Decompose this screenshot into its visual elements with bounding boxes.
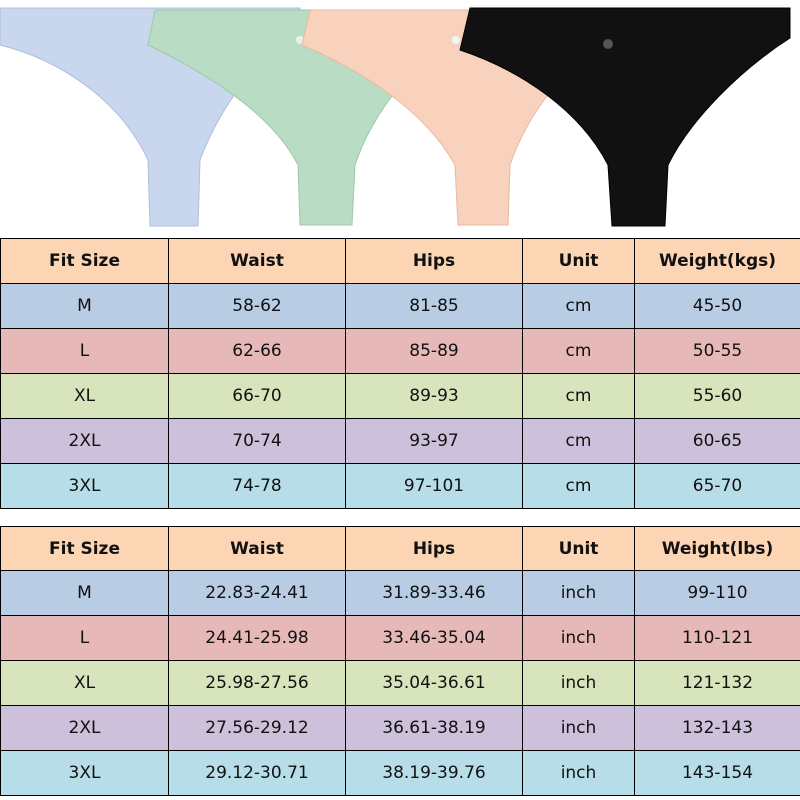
cell-weight: 60-65: [634, 418, 800, 464]
cell-unit: cm: [522, 463, 635, 509]
header-fit-size: Fit Size: [0, 238, 169, 284]
cell-weight: 50-55: [634, 328, 800, 374]
cell-hips: 35.04-36.61: [345, 660, 523, 706]
cell-weight: 65-70: [634, 463, 800, 509]
cell-fit-size: 2XL: [0, 418, 169, 464]
header-waist: Waist: [168, 526, 346, 571]
cell-fit-size: L: [0, 328, 169, 374]
cell-unit: cm: [522, 418, 635, 464]
header-weight: Weight(lbs): [634, 526, 800, 571]
cell-hips: 93-97: [345, 418, 523, 464]
size-table-imperial: Fit Size Waist Hips Unit Weight(lbs) M 22…: [0, 526, 800, 796]
cell-waist: 70-74: [168, 418, 346, 464]
table-row: XL 66-70 89-93 cm 55-60: [0, 373, 800, 419]
cell-unit: cm: [522, 283, 635, 329]
cell-weight: 99-110: [634, 570, 800, 616]
bow-icon: [603, 39, 613, 49]
cell-hips: 81-85: [345, 283, 523, 329]
header-unit: Unit: [522, 526, 635, 571]
header-hips: Hips: [345, 238, 523, 284]
cell-unit: inch: [522, 750, 635, 796]
cell-fit-size: M: [0, 283, 169, 329]
cell-hips: 31.89-33.46: [345, 570, 523, 616]
product-images: [0, 7, 791, 227]
cell-unit: inch: [522, 615, 635, 661]
header-waist: Waist: [168, 238, 346, 284]
cell-weight: 55-60: [634, 373, 800, 419]
table-row: L 24.41-25.98 33.46-35.04 inch 110-121: [0, 615, 800, 661]
cell-unit: inch: [522, 660, 635, 706]
cell-weight: 121-132: [634, 660, 800, 706]
cell-fit-size: 3XL: [0, 750, 169, 796]
size-table-metric: Fit Size Waist Hips Unit Weight(kgs) M 58…: [0, 238, 800, 509]
header-weight: Weight(kgs): [634, 238, 800, 284]
cell-weight: 45-50: [634, 283, 800, 329]
cell-fit-size: XL: [0, 660, 169, 706]
table-header: Fit Size Waist Hips Unit Weight(kgs): [0, 238, 800, 284]
cell-waist: 66-70: [168, 373, 346, 419]
underwear-image-black: [459, 7, 791, 227]
cell-fit-size: L: [0, 615, 169, 661]
header-unit: Unit: [522, 238, 635, 284]
cell-waist: 29.12-30.71: [168, 750, 346, 796]
table-row: M 58-62 81-85 cm 45-50: [0, 283, 800, 329]
cell-weight: 132-143: [634, 705, 800, 751]
header-hips: Hips: [345, 526, 523, 571]
cell-unit: cm: [522, 373, 635, 419]
cell-waist: 27.56-29.12: [168, 705, 346, 751]
cell-waist: 24.41-25.98: [168, 615, 346, 661]
cell-unit: cm: [522, 328, 635, 374]
cell-waist: 58-62: [168, 283, 346, 329]
header-fit-size: Fit Size: [0, 526, 169, 571]
cell-waist: 25.98-27.56: [168, 660, 346, 706]
table-row: 3XL 29.12-30.71 38.19-39.76 inch 143-154: [0, 750, 800, 796]
table-row: M 22.83-24.41 31.89-33.46 inch 99-110: [0, 570, 800, 616]
table-row: L 62-66 85-89 cm 50-55: [0, 328, 800, 374]
cell-fit-size: 2XL: [0, 705, 169, 751]
cell-waist: 62-66: [168, 328, 346, 374]
cell-hips: 36.61-38.19: [345, 705, 523, 751]
table-row: 3XL 74-78 97-101 cm 65-70: [0, 463, 800, 509]
table-row: XL 25.98-27.56 35.04-36.61 inch 121-132: [0, 660, 800, 706]
cell-unit: inch: [522, 705, 635, 751]
cell-fit-size: M: [0, 570, 169, 616]
cell-hips: 85-89: [345, 328, 523, 374]
cell-weight: 143-154: [634, 750, 800, 796]
cell-hips: 33.46-35.04: [345, 615, 523, 661]
cell-fit-size: XL: [0, 373, 169, 419]
cell-weight: 110-121: [634, 615, 800, 661]
bow-icon: [296, 36, 304, 44]
cell-waist: 22.83-24.41: [168, 570, 346, 616]
table-row: 2XL 70-74 93-97 cm 60-65: [0, 418, 800, 464]
cell-hips: 97-101: [345, 463, 523, 509]
table-row: 2XL 27.56-29.12 36.61-38.19 inch 132-143: [0, 705, 800, 751]
cell-waist: 74-78: [168, 463, 346, 509]
cell-fit-size: 3XL: [0, 463, 169, 509]
cell-hips: 38.19-39.76: [345, 750, 523, 796]
table-header: Fit Size Waist Hips Unit Weight(lbs): [0, 526, 800, 571]
cell-hips: 89-93: [345, 373, 523, 419]
cell-unit: inch: [522, 570, 635, 616]
bow-icon: [452, 36, 460, 44]
